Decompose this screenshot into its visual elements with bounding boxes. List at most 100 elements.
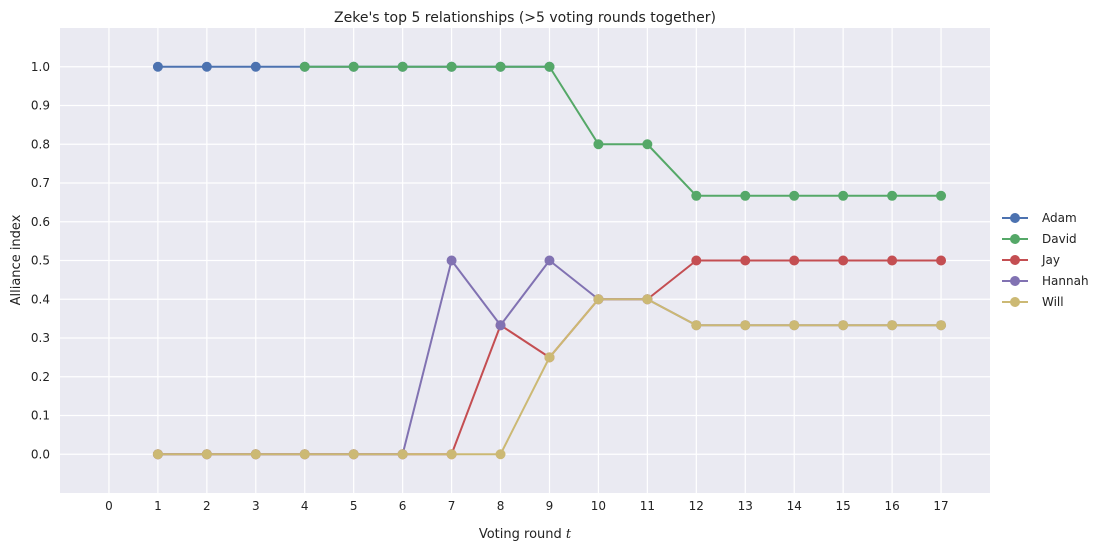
x-tick-label: 2 bbox=[203, 499, 211, 513]
x-tick-labels: 0 1 2 3 4 5 6 7 8 9 10 11 12 13 14 15 16 17 bbox=[105, 499, 949, 513]
y-tick-label: 0.6 bbox=[31, 215, 50, 229]
data-point-jay bbox=[936, 255, 947, 266]
data-point-jay bbox=[740, 255, 751, 266]
data-point-hannah bbox=[544, 255, 555, 266]
data-point-david bbox=[299, 61, 310, 72]
x-axis-label-var: t bbox=[566, 527, 572, 542]
data-point-adam bbox=[152, 61, 163, 72]
data-point-will bbox=[250, 449, 261, 460]
y-tick-label: 0.5 bbox=[31, 254, 50, 268]
legend-label: David bbox=[1042, 232, 1077, 246]
data-point-david bbox=[348, 61, 359, 72]
x-tick-label: 10 bbox=[591, 499, 606, 513]
data-point-jay bbox=[887, 255, 898, 266]
y-tick-label: 0.2 bbox=[31, 370, 50, 384]
legend-item-will: Will bbox=[1002, 295, 1064, 309]
data-point-will bbox=[838, 320, 849, 331]
data-point-david bbox=[887, 190, 898, 201]
data-point-david bbox=[642, 139, 653, 150]
data-point-will bbox=[740, 320, 751, 331]
data-point-david bbox=[838, 190, 849, 201]
y-tick-label: 0.0 bbox=[31, 447, 50, 461]
x-tick-label: 0 bbox=[105, 499, 113, 513]
x-tick-label: 15 bbox=[836, 499, 851, 513]
y-tick-labels: 0.0 0.1 0.2 0.3 0.4 0.5 0.6 0.7 0.8 0.9 1.0 bbox=[31, 60, 50, 462]
data-point-will bbox=[397, 449, 408, 460]
chart-title: Zeke's top 5 relationships (>5 voting ro… bbox=[334, 10, 716, 26]
data-point-will bbox=[299, 449, 310, 460]
legend-label: Jay bbox=[1041, 253, 1060, 267]
data-point-david bbox=[495, 61, 506, 72]
y-tick-label: 0.3 bbox=[31, 331, 50, 345]
x-tick-label: 9 bbox=[546, 499, 554, 513]
data-point-hannah bbox=[446, 255, 457, 266]
data-point-adam bbox=[201, 61, 212, 72]
y-tick-label: 0.1 bbox=[31, 409, 50, 423]
data-point-will bbox=[936, 320, 947, 331]
data-point-will bbox=[446, 449, 457, 460]
data-point-david bbox=[691, 190, 702, 201]
x-tick-label: 16 bbox=[884, 499, 899, 513]
legend-swatch-marker bbox=[1010, 213, 1020, 223]
legend-swatch-marker bbox=[1010, 234, 1020, 244]
series-david bbox=[299, 61, 947, 201]
legend: Adam David Jay Hannah Will bbox=[1002, 211, 1089, 309]
data-point-will bbox=[495, 449, 506, 460]
data-point-will bbox=[348, 449, 359, 460]
x-tick-label: 8 bbox=[497, 499, 505, 513]
x-tick-label: 17 bbox=[933, 499, 948, 513]
data-point-adam bbox=[250, 61, 261, 72]
x-axis-label-text: Voting round bbox=[479, 527, 562, 542]
series-will bbox=[152, 294, 947, 460]
x-tick-label: 11 bbox=[640, 499, 655, 513]
legend-label: Hannah bbox=[1042, 274, 1089, 288]
legend-label: Will bbox=[1042, 295, 1064, 309]
data-point-will bbox=[642, 294, 653, 305]
y-tick-label: 0.7 bbox=[31, 176, 50, 190]
data-point-hannah bbox=[495, 320, 506, 331]
x-tick-label: 4 bbox=[301, 499, 309, 513]
data-point-will bbox=[201, 449, 212, 460]
x-tick-label: 3 bbox=[252, 499, 260, 513]
data-point-jay bbox=[691, 255, 702, 266]
data-point-will bbox=[789, 320, 800, 331]
data-point-will bbox=[544, 352, 555, 363]
x-tick-label: 7 bbox=[448, 499, 456, 513]
legend-swatch-marker bbox=[1010, 276, 1020, 286]
x-tick-label: 14 bbox=[787, 499, 802, 513]
data-point-will bbox=[593, 294, 604, 305]
x-tick-label: 5 bbox=[350, 499, 358, 513]
x-axis-label: Voting round t bbox=[479, 527, 572, 542]
legend-item-adam: Adam bbox=[1002, 211, 1077, 225]
data-point-jay bbox=[789, 255, 800, 266]
x-tick-label: 13 bbox=[738, 499, 753, 513]
y-tick-label: 1.0 bbox=[31, 60, 50, 74]
legend-item-hannah: Hannah bbox=[1002, 274, 1089, 288]
y-axis-label: Alliance index bbox=[9, 214, 24, 305]
data-point-david bbox=[544, 61, 555, 72]
data-point-david bbox=[593, 139, 604, 150]
data-point-will bbox=[691, 320, 702, 331]
data-point-david bbox=[936, 190, 947, 201]
data-point-david bbox=[397, 61, 408, 72]
x-tick-label: 1 bbox=[154, 499, 162, 513]
data-point-david bbox=[446, 61, 457, 72]
legend-item-jay: Jay bbox=[1002, 253, 1060, 267]
series-line-david bbox=[304, 65, 942, 197]
data-point-will bbox=[887, 320, 898, 331]
y-tick-label: 0.9 bbox=[31, 99, 50, 113]
data-point-david bbox=[740, 190, 751, 201]
data-point-jay bbox=[838, 255, 849, 266]
legend-label: Adam bbox=[1042, 211, 1077, 225]
legend-item-david: David bbox=[1002, 232, 1077, 246]
legend-swatch-marker bbox=[1010, 297, 1020, 307]
y-tick-label: 0.4 bbox=[31, 292, 50, 306]
legend-swatch-marker bbox=[1010, 255, 1020, 265]
x-tick-label: 6 bbox=[399, 499, 407, 513]
data-point-will bbox=[152, 449, 163, 460]
series-layer bbox=[152, 61, 947, 460]
data-point-david bbox=[789, 190, 800, 201]
y-tick-label: 0.8 bbox=[31, 137, 50, 151]
x-tick-label: 12 bbox=[689, 499, 704, 513]
